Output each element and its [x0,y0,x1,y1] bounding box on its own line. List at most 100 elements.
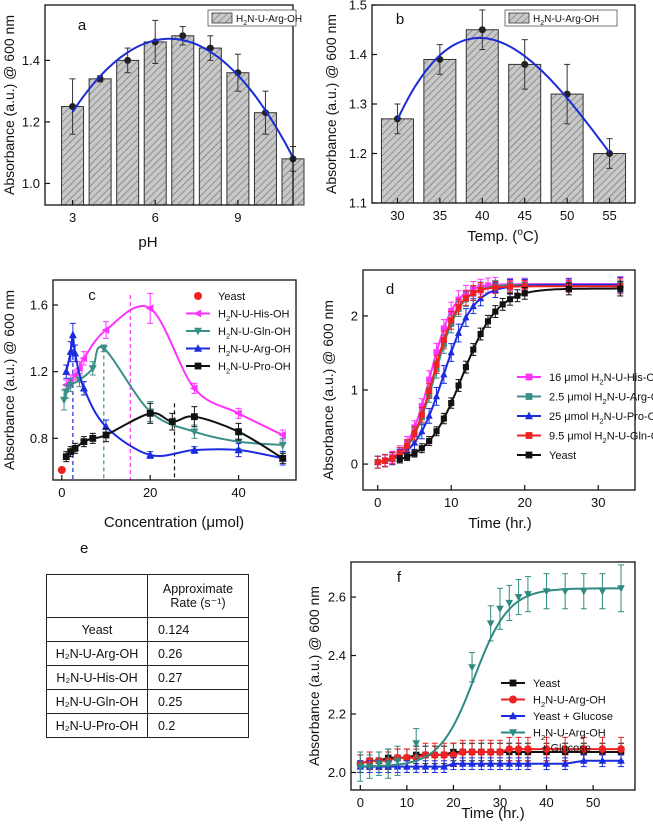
data-point-yeast-glucose [403,762,411,770]
data-point-h2n-u-arg-oh [190,445,199,454]
data-point-h2n-u-his-oh [79,354,88,363]
data-point-h2n-u-arg-oh-glucose [496,605,504,613]
data-point-yeast-glucose [458,759,467,767]
y-tick-label-b: 1.2 [349,146,367,161]
x-tick-label-c: 40 [231,485,245,500]
data-point-yeast [411,450,418,457]
legend-label-c: H2N-U-Pro-OH [218,361,291,375]
y-tick-label-d: 0 [351,457,358,472]
panel-label-e: e [80,540,89,557]
table-row: H₂N-U-Arg-OH 0.26 [46,641,249,666]
data-point-25-mol-h2n-u-pro-oh [462,313,470,321]
plot-frame-c [52,279,297,481]
data-point-h2n-u-arg-oh [403,754,411,762]
data-point-16-mol-h2n-u-his-oh [440,325,447,332]
table-row: H₂N-U-Pro-OH 0.2 [46,713,249,738]
table-header-rate: Approximate Rate (s⁻¹) [147,574,249,618]
data-point-h2n-u-arg-oh [579,745,588,753]
legend-label-f: H2N-U-Arg-OH [533,695,606,709]
y-tick-label-c: 1.2 [30,364,48,379]
data-point-yeast [521,290,528,297]
bar-a [226,72,250,206]
bar-a [171,35,195,206]
data-point-h2n-u-pro-oh [71,444,79,452]
data-point-yeast [426,437,433,445]
data-point-h2n-u-arg-oh [561,745,569,753]
data-point-h2n-u-arg-oh [514,745,523,753]
data-point-9-5-mol-h2n-u-gln-oh [389,455,396,462]
bar-a [88,78,112,206]
series-line-h2n-u-arg-oh [65,333,283,460]
data-point-h2n-u-pro-oh [62,453,70,461]
x-tick-label-d: 10 [444,495,458,510]
data-point-25-mol-h2n-u-pro-oh [425,411,433,419]
data-point-yeast [57,466,66,474]
legend-label-c: H2N-U-His-OH [218,309,290,323]
data-point-h2n-u-pro-oh [235,428,242,436]
data-point-h2n-u-pro-oh [67,448,75,456]
y-tick-label-f: 2.6 [328,590,346,605]
bar-point-b [521,60,529,68]
data-point-yeast-glucose [514,759,523,767]
row-name: Yeast [46,617,148,642]
data-point-yeast-glucose [505,759,514,767]
data-point-yeast [565,285,572,292]
y-tick-label-f: 2.4 [328,648,346,663]
data-point-9-5-mol-h2n-u-gln-oh [396,450,403,457]
data-point-h2n-u-his-oh [278,431,286,439]
data-point-yeast [433,428,440,435]
data-point-h2n-u-arg-oh-glucose [365,763,374,771]
data-point-yeast [440,415,447,422]
x-axis-label-d: Time (hr.) [468,515,532,532]
legend-label-f-cont: + Glucose [541,743,591,755]
data-point-h2n-u-gln-oh [99,345,108,353]
data-point-h2n-u-his-oh [101,326,110,334]
y-tick-label-b: 1.5 [349,0,367,13]
x-axis-label-c: Concentration (μmol) [104,514,244,531]
x-tick-label-f: 40 [539,795,553,810]
data-point-yeast [499,301,506,308]
data-point-h2n-u-arg-oh [477,748,486,756]
x-tick-label-b: 55 [602,208,616,223]
data-point-h2n-u-arg-oh [146,450,155,459]
table-row: Yeast 0.124 [46,617,249,642]
data-point-yeast-glucose [496,759,504,767]
panel-label-d: d [386,281,394,298]
data-point-h2n-u-arg-oh [524,745,532,753]
legend-marker-d [525,393,533,400]
table-row: H₂N-U-Gln-OH 0.25 [46,689,249,714]
legend-label-d: 9.5 μmol H2N-U-Gln-OH [549,431,653,445]
legend-label-f: Yeast [533,678,560,690]
fit-curve-a [71,37,294,158]
x-tick-label-f: 0 [357,795,364,810]
bar-point-a [179,32,187,40]
data-point-h2n-u-pro-oh [190,413,198,421]
bar-a [198,47,222,206]
data-point-h2n-u-arg-oh [598,745,607,753]
data-point-yeast-glucose [524,759,532,767]
data-point-h2n-u-arg-oh-glucose [486,620,495,628]
x-axis-label-b: Temp. (oC) [467,227,538,245]
legend-swatch-b [508,12,530,24]
data-point-25-mol-h2n-u-pro-oh [440,370,448,378]
legend-label-c: H2N-U-Gln-OH [218,326,291,340]
fit-curve-b [396,36,611,154]
data-point-9-5-mol-h2n-u-gln-oh [477,286,484,294]
legend-marker-d [525,432,533,439]
legend-label-f: Yeast + Glucose [533,711,613,723]
data-point-h2n-u-arg-oh [66,347,75,355]
data-point-h2n-u-arg-oh [68,330,77,339]
plot-frame-f [350,561,636,791]
panel-label-f: f [397,569,402,586]
data-point-h2n-u-arg-oh [71,348,80,357]
y-tick-label-f: 2.2 [328,707,346,722]
y-axis-label-c: Absorbance (a.u.) @ 600 nm [1,290,17,470]
row-name: H₂N-U-Pro-OH [46,713,148,738]
y-tick-label-d: 2 [351,308,358,323]
data-point-9-5-mol-h2n-u-gln-oh [506,283,514,290]
data-point-yeast-glucose [542,759,551,767]
data-point-h2n-u-arg-oh [62,367,71,375]
plot-frame-a [44,4,294,206]
legend-marker-f [509,695,517,704]
